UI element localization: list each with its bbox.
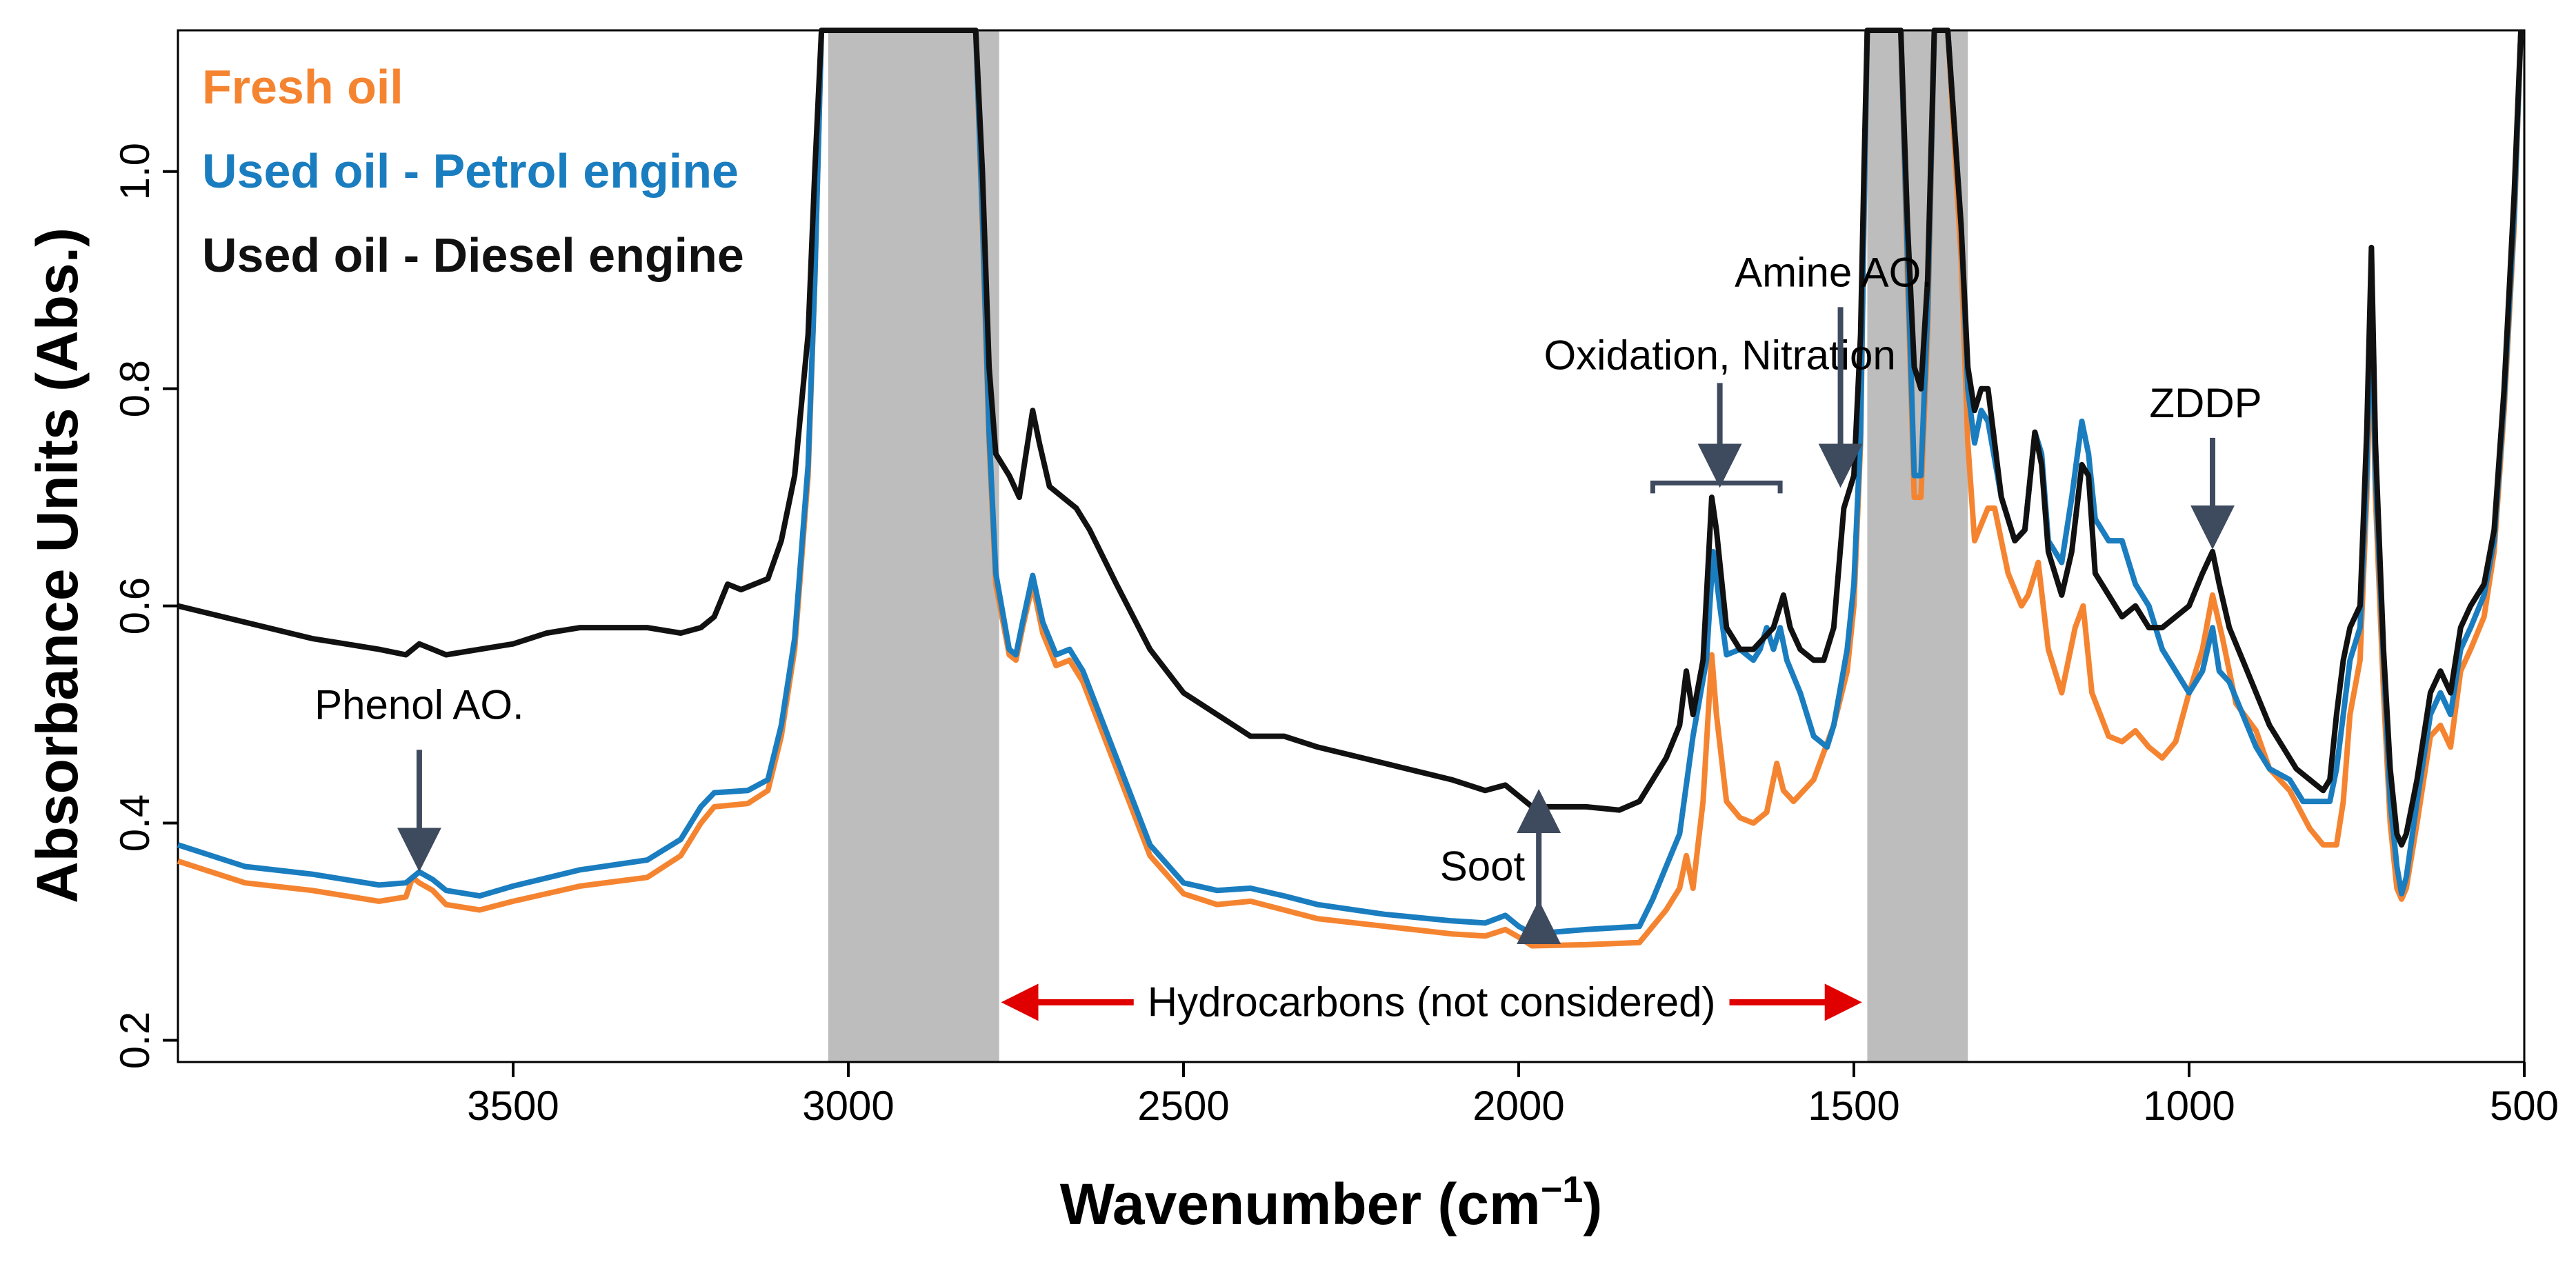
x-axis-title-superscript: −1: [1541, 1169, 1584, 1210]
y-tick-label: 0.6: [112, 577, 158, 634]
amine-annotation-label: Amine AO.: [1735, 249, 1933, 295]
series-line-2: [177, 28, 2524, 848]
y-tick-label: 0.8: [112, 360, 158, 417]
x-axis-title-text: Wavenumber (cm: [1060, 1172, 1541, 1236]
series-lines: [177, 28, 2524, 949]
y-tick-label: 0.4: [112, 794, 158, 852]
x-axis-title-close: ): [1583, 1172, 1602, 1236]
x-tick-label: 1000: [2143, 1083, 2235, 1129]
excluded-region-ch-bend: [1867, 30, 1968, 1062]
y-tick-label: 0.2: [112, 1012, 158, 1069]
x-tick-label: 3000: [802, 1083, 894, 1129]
x-tick-label: 1500: [1808, 1083, 1899, 1129]
plot-area: [177, 29, 2526, 1063]
excluded-region-ch-stretch: [828, 30, 999, 1062]
legend: Fresh oil Used oil - Petrol engine Used …: [202, 60, 744, 282]
legend-entry-fresh-oil: Fresh oil: [202, 60, 403, 114]
zddp-annotation-label: ZDDP: [2149, 380, 2262, 426]
x-tick-label: 2000: [1472, 1083, 1564, 1129]
x-tick-label: 500: [2490, 1083, 2559, 1129]
legend-entry-petrol-engine: Used oil - Petrol engine: [202, 144, 739, 198]
y-axis: 0.2 0.4 0.6 0.8 1.0: [112, 143, 178, 1069]
annotations: Phenol AO. Oxidation, Nitration Amine AO…: [314, 249, 2262, 1025]
phenol-annotation-label: Phenol AO.: [314, 681, 524, 728]
x-axis: 3500 3000 2500 2000 1500 1000 500: [467, 1062, 2559, 1129]
y-tick-label: 1.0: [112, 143, 158, 200]
y-axis-title: Absorbance Units (Abs.): [25, 228, 90, 903]
x-tick-label: 2500: [1137, 1083, 1229, 1129]
hydrocarbons-annotation-label: Hydrocarbons (not considered): [1148, 979, 1716, 1025]
legend-entry-diesel-engine: Used oil - Diesel engine: [202, 228, 744, 282]
x-axis-title: Wavenumber (cm−1): [1060, 1169, 1603, 1236]
soot-annotation-label: Soot: [1440, 843, 1526, 890]
x-tick-label: 3500: [467, 1083, 559, 1129]
oxidation-annotation-label: Oxidation, Nitration: [1544, 332, 1895, 378]
oxidation-bracket: [1650, 480, 1783, 494]
